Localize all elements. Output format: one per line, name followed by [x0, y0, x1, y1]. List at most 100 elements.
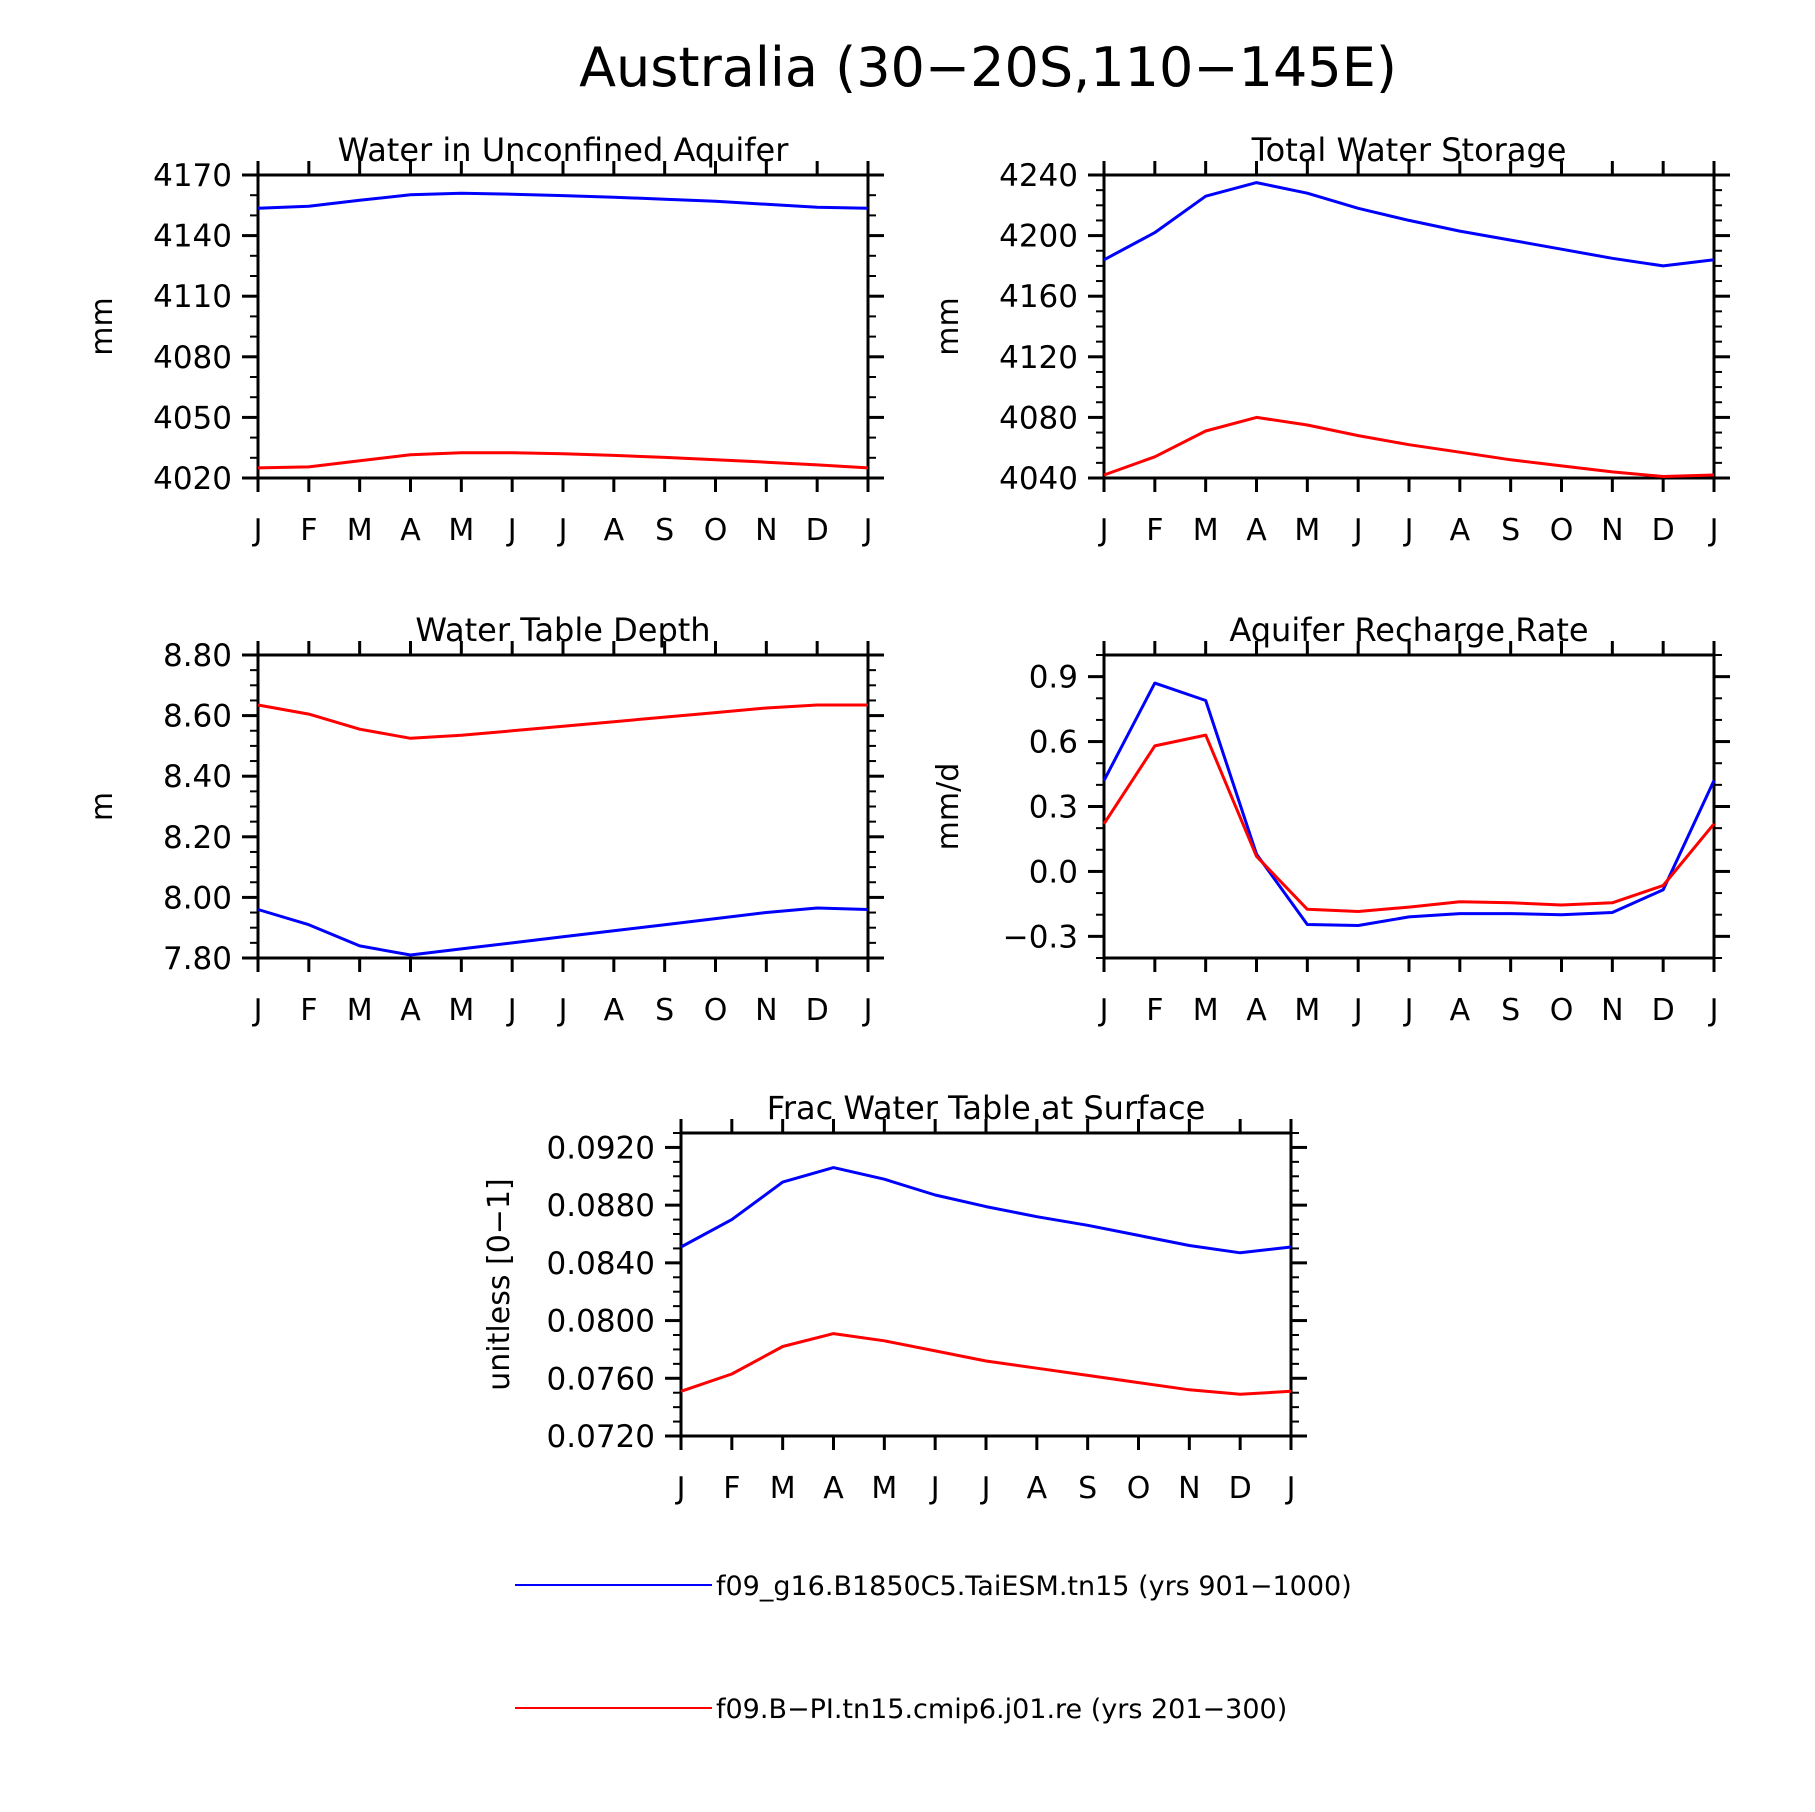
- y-tick-label: 0.9: [1029, 660, 1078, 696]
- y-tick-label: 4160: [999, 279, 1078, 315]
- x-tick-label: N: [755, 513, 777, 548]
- x-tick-label: A: [400, 993, 421, 1028]
- y-axis-label: mm: [931, 297, 966, 355]
- x-tick-label: J: [1098, 513, 1109, 548]
- x-tick-label: O: [1127, 1471, 1151, 1506]
- x-tick-label: A: [604, 513, 625, 548]
- x-tick-label: O: [704, 993, 728, 1028]
- x-tick-label: J: [557, 513, 568, 548]
- x-tick-label: J: [862, 993, 873, 1028]
- series-line-1: [1102, 681, 1716, 927]
- y-tick-label: 4140: [153, 219, 232, 255]
- y-tick-label: 0.0880: [547, 1188, 655, 1224]
- y-tick-label: 4020: [153, 461, 232, 497]
- y-tick-label: 7.80: [163, 941, 232, 977]
- x-tick-label: M: [770, 1471, 796, 1506]
- series-line-2: [680, 1332, 1292, 1396]
- x-tick-label: N: [1601, 513, 1623, 548]
- x-tick-label: J: [252, 993, 263, 1028]
- x-tick-label: J: [506, 513, 517, 548]
- x-tick-label: M: [1193, 513, 1219, 548]
- x-tick-label: D: [1229, 1471, 1252, 1506]
- x-tick-label: J: [1403, 513, 1414, 548]
- x-tick-label: J: [506, 993, 517, 1028]
- x-tick-label: M: [347, 513, 373, 548]
- series-line-1: [1103, 181, 1715, 268]
- y-axis-label: mm/d: [931, 763, 966, 851]
- y-tick-label: 4040: [999, 461, 1078, 497]
- x-tick-label: O: [704, 513, 728, 548]
- legend-label-1: f09_g16.B1850C5.TaiESM.tn15 (yrs 901−100…: [716, 1571, 1352, 1602]
- y-tick-label: 0.0840: [547, 1246, 655, 1282]
- legend: f09_g16.B1850C5.TaiESM.tn15 (yrs 901−100…: [515, 1571, 1352, 1725]
- x-tick-label: A: [823, 1471, 844, 1506]
- series-line-2: [257, 451, 869, 470]
- y-tick-label: 0.0: [1029, 854, 1078, 890]
- x-tick-label: A: [1246, 993, 1267, 1028]
- x-tick-label: J: [1708, 993, 1719, 1028]
- y-tick-label: 4240: [999, 158, 1078, 194]
- y-tick-label: 4200: [999, 219, 1078, 255]
- x-tick-label: J: [675, 1471, 686, 1506]
- x-tick-label: J: [1098, 993, 1109, 1028]
- x-tick-label: D: [1652, 513, 1675, 548]
- x-tick-label: M: [448, 993, 474, 1028]
- x-tick-label: J: [1403, 993, 1414, 1028]
- y-tick-label: 0.0720: [547, 1419, 655, 1455]
- x-tick-label: F: [300, 513, 317, 548]
- x-tick-label: A: [1246, 513, 1267, 548]
- x-tick-label: D: [1652, 993, 1675, 1028]
- y-tick-label: 8.20: [163, 820, 232, 856]
- series-line-1: [680, 1166, 1292, 1255]
- legend-label-2: f09.B−PI.tn15.cmip6.j01.re (yrs 201−300): [716, 1694, 1287, 1725]
- x-tick-label: J: [1285, 1471, 1296, 1506]
- y-tick-label: −0.3: [1003, 919, 1078, 955]
- x-tick-label: A: [1450, 993, 1471, 1028]
- x-tick-label: S: [1501, 513, 1520, 548]
- y-tick-label: 4110: [153, 279, 232, 315]
- x-tick-label: J: [1352, 993, 1363, 1028]
- y-tick-label: 8.60: [163, 699, 232, 735]
- figure-title: Australia (30−20S,110−145E): [579, 36, 1397, 99]
- y-tick-label: 4170: [153, 158, 232, 194]
- x-tick-label: D: [806, 513, 829, 548]
- x-tick-label: S: [655, 993, 674, 1028]
- x-tick-label: F: [300, 993, 317, 1028]
- x-tick-label: S: [1501, 993, 1520, 1028]
- x-tick-label: N: [1178, 1471, 1200, 1506]
- y-tick-label: 4080: [153, 340, 232, 376]
- x-tick-label: J: [1708, 513, 1719, 548]
- y-axis-label: unitless [0−1]: [482, 1178, 517, 1390]
- x-tick-label: O: [1550, 993, 1574, 1028]
- y-tick-label: 0.0920: [547, 1130, 655, 1166]
- x-tick-label: A: [1450, 513, 1471, 548]
- x-tick-label: J: [1352, 513, 1363, 548]
- y-tick-label: 8.00: [163, 880, 232, 916]
- x-tick-label: M: [1193, 993, 1219, 1028]
- x-tick-label: J: [862, 513, 873, 548]
- x-tick-label: F: [1146, 993, 1163, 1028]
- x-tick-label: F: [1146, 513, 1163, 548]
- y-tick-label: 0.0800: [547, 1304, 655, 1340]
- y-tick-label: 4050: [153, 400, 232, 436]
- y-axis-label: m: [85, 792, 120, 821]
- y-tick-label: 8.80: [163, 638, 232, 674]
- series-line-2: [1103, 415, 1715, 478]
- series-line-2: [257, 703, 868, 740]
- x-tick-label: J: [252, 513, 263, 548]
- x-tick-label: F: [723, 1471, 740, 1506]
- series-line-2: [1102, 733, 1716, 913]
- y-axis-label: mm: [85, 297, 120, 355]
- x-tick-label: A: [604, 993, 625, 1028]
- x-tick-label: A: [400, 513, 421, 548]
- x-tick-label: M: [1294, 513, 1320, 548]
- x-tick-label: N: [1601, 993, 1623, 1028]
- x-tick-label: M: [347, 993, 373, 1028]
- x-tick-label: A: [1027, 1471, 1048, 1506]
